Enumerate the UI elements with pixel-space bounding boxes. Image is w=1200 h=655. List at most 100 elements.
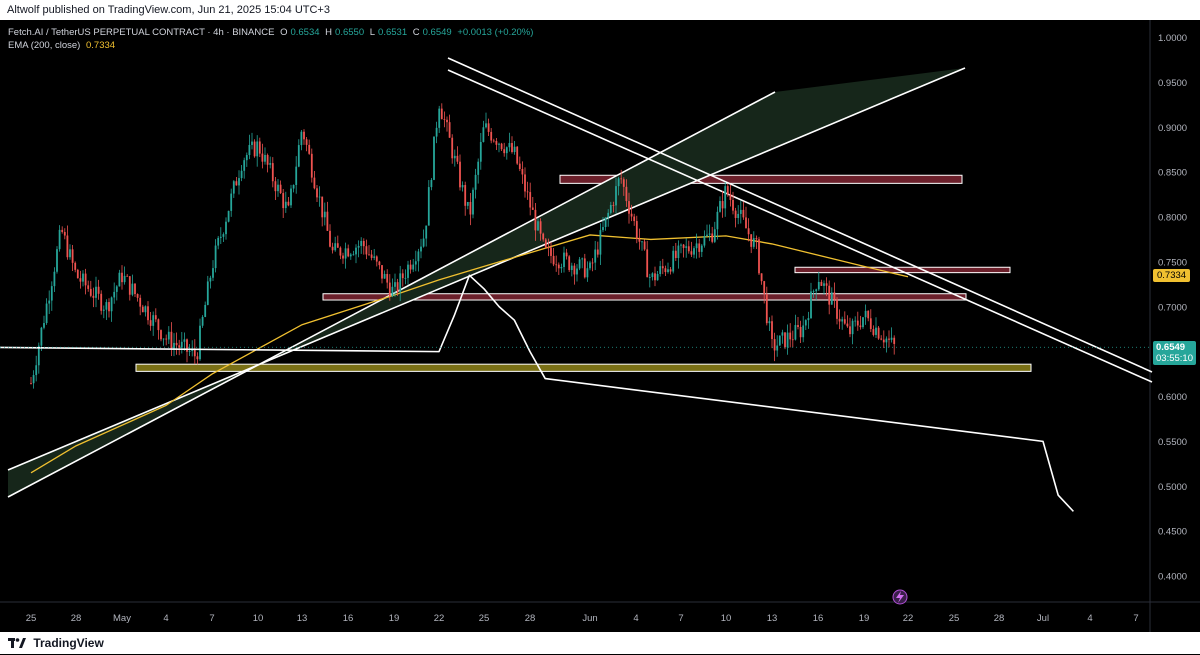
candle-body <box>97 286 100 294</box>
candle-body <box>329 230 331 247</box>
candle-body <box>880 338 883 340</box>
ascending-trendline-upper <box>7 67 966 471</box>
candle-body <box>427 187 430 226</box>
candle-body <box>417 251 420 262</box>
candle-body <box>37 345 40 366</box>
candle-body <box>383 273 386 279</box>
candle-body <box>466 201 469 206</box>
tradingview-brand: TradingView <box>33 636 104 650</box>
candle-body <box>758 239 760 274</box>
ema-label[interactable]: EMA (200, close) <box>8 40 81 51</box>
candle-body <box>461 185 464 188</box>
candle-body <box>630 213 633 217</box>
candle-body <box>214 245 217 269</box>
candle-body <box>334 243 337 251</box>
candle-body <box>656 274 659 281</box>
published-text: Altwolf published on TradingView.com, Ju… <box>7 4 330 16</box>
candle-body <box>178 345 181 348</box>
candle-body <box>581 258 584 260</box>
candle-body <box>565 252 568 257</box>
y-tick-label: 0.5000 <box>1158 482 1187 493</box>
candle-body <box>451 137 454 159</box>
candle-body <box>817 281 820 290</box>
x-tick-label: 16 <box>343 613 354 624</box>
candle-body <box>227 210 230 222</box>
candle-body <box>516 146 519 164</box>
ema-value: 0.7334 <box>85 40 116 51</box>
candle-body <box>854 320 857 322</box>
candle-body <box>58 229 61 250</box>
x-tick-label: 4 <box>163 613 168 624</box>
candle-body <box>815 289 818 292</box>
candle-body <box>230 193 233 211</box>
low-label: L <box>369 27 376 38</box>
candle-body <box>435 127 438 137</box>
candle-body <box>703 236 706 246</box>
candle-body <box>45 303 48 324</box>
candle-body <box>433 136 435 180</box>
candle-body <box>677 245 680 259</box>
candle-body <box>407 264 409 278</box>
candle-body <box>755 238 758 240</box>
candle-body <box>882 339 885 343</box>
candle-body <box>750 234 753 247</box>
candle-body <box>201 316 204 326</box>
candle-body <box>521 169 524 175</box>
candle-body <box>131 283 134 295</box>
candle-body <box>732 199 734 211</box>
symbol-title[interactable]: Fetch.AI / TetherUS PERPETUAL CONTRACT ·… <box>8 27 275 38</box>
y-tick-label: 0.9500 <box>1158 78 1187 89</box>
candle-body <box>836 299 838 319</box>
candle-body <box>591 262 594 264</box>
candle-body <box>594 249 597 263</box>
candle-body <box>300 131 303 146</box>
candle-body <box>115 286 118 292</box>
candle-body <box>875 327 877 335</box>
y-tick-label: 0.8500 <box>1158 168 1187 179</box>
candle-body <box>490 131 493 141</box>
tradingview-footer: TradingView <box>0 632 1200 654</box>
candle-body <box>84 273 87 286</box>
x-tick-label: Jun <box>582 613 597 624</box>
candle-body <box>149 320 152 326</box>
y-tick-label: 0.8000 <box>1158 213 1187 224</box>
x-tick-label: 4 <box>1087 613 1092 624</box>
candle-body <box>76 269 79 279</box>
bar-countdown: 03:55:10 <box>1156 353 1193 364</box>
candle-body <box>693 248 695 255</box>
candle-body <box>643 241 646 250</box>
y-tick-label: 0.7000 <box>1158 302 1187 313</box>
y-tick-label: 0.4500 <box>1158 527 1187 538</box>
candle-body <box>342 255 344 259</box>
candle-body <box>726 186 729 195</box>
open-value: 0.6534 <box>290 27 320 38</box>
y-tick-label: 0.6000 <box>1158 392 1187 403</box>
candle-body <box>375 256 378 262</box>
candle-body <box>654 273 656 281</box>
x-tick-label: 28 <box>71 613 82 624</box>
candle-body <box>63 231 66 236</box>
candle-body <box>661 266 664 269</box>
price-chart[interactable]: 1.0000 0.9500 0.9000 0.8500 0.8000 0.7500 0.70… <box>0 20 1200 632</box>
candle-body <box>113 291 116 298</box>
candle-body <box>511 143 513 153</box>
candle-body <box>162 338 165 340</box>
candle-body <box>32 375 35 384</box>
candle-body <box>555 264 558 266</box>
candle-body <box>672 250 675 272</box>
candle-body <box>61 229 64 232</box>
candle-body <box>576 268 578 275</box>
candle-body <box>518 163 521 170</box>
candle-body <box>747 228 750 235</box>
candle-body <box>791 339 794 341</box>
candle-body <box>204 304 207 317</box>
candle-body <box>212 268 214 278</box>
candle-body <box>48 300 51 304</box>
candle-body <box>706 234 708 237</box>
candle-body <box>373 256 376 258</box>
candle-body <box>438 108 441 128</box>
candle-body <box>74 262 77 270</box>
candle-body <box>833 292 836 300</box>
candle-body <box>147 306 149 321</box>
candle-body <box>266 154 269 165</box>
